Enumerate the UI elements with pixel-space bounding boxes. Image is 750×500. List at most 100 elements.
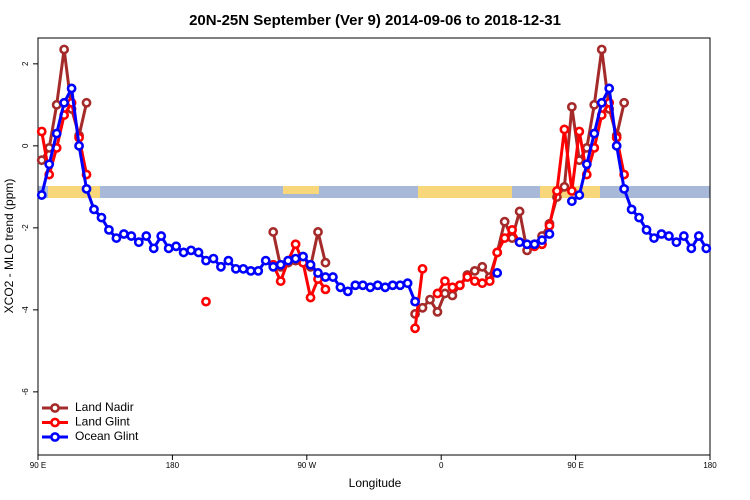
data-point (201, 255, 211, 266)
data-point (664, 231, 674, 241)
data-point (469, 265, 480, 276)
y-tick-label: -2 (21, 224, 30, 232)
data-point (305, 292, 316, 303)
data-point (507, 224, 518, 235)
x-tick-label: 180 (703, 461, 717, 470)
data-point (522, 239, 532, 250)
data-point (126, 231, 137, 241)
data-point (275, 276, 286, 287)
data-point (559, 181, 570, 192)
data-point (313, 227, 323, 237)
data-point (559, 124, 570, 135)
data-point (552, 186, 562, 196)
data-point (141, 231, 152, 241)
data-point (298, 251, 308, 262)
data-point (566, 101, 577, 112)
legend-marker (50, 432, 60, 442)
data-point (387, 280, 398, 291)
data-point (544, 229, 555, 239)
data-point (544, 220, 555, 231)
data-point (514, 206, 525, 217)
data-point (380, 282, 391, 293)
data-point (320, 257, 331, 268)
y-axis-title: XCO2 - MLO trend (ppm) (2, 179, 16, 314)
legend-label: Ocean Glint (75, 429, 139, 443)
data-point (253, 265, 264, 276)
data-point (619, 97, 630, 108)
ocean-band (38, 186, 710, 198)
data-point (36, 126, 47, 137)
data-point (313, 268, 323, 278)
land-patch (283, 186, 319, 194)
data-point (36, 155, 47, 166)
x-tick-label: 0 (439, 461, 444, 470)
data-point (440, 288, 450, 299)
data-point (163, 243, 174, 254)
data-point (492, 247, 503, 258)
data-point (432, 288, 443, 299)
data-point (350, 280, 361, 291)
data-point (596, 97, 607, 108)
data-point (626, 204, 637, 215)
data-point (186, 245, 196, 256)
data-point (342, 286, 353, 297)
data-point (245, 265, 256, 276)
data-point (477, 278, 488, 289)
data-point (499, 216, 510, 227)
data-point (133, 237, 144, 248)
data-point (492, 268, 503, 278)
data-point (208, 253, 219, 264)
y-tick-label: 2 (21, 61, 30, 66)
data-point (216, 261, 226, 272)
chart-title: 20N-25N September (Ver 9) 2014-09-06 to … (189, 12, 561, 29)
data-point (410, 323, 420, 334)
data-point (193, 247, 204, 258)
data-point (81, 97, 92, 108)
data-point (417, 263, 428, 274)
data-point (484, 276, 495, 287)
data-point (260, 255, 271, 266)
data-point (372, 280, 383, 291)
data-point (693, 231, 704, 241)
data-point (566, 196, 577, 207)
data-point (357, 280, 368, 291)
data-point (469, 276, 480, 287)
data-point (589, 99, 600, 110)
data-point (238, 263, 249, 274)
data-point (290, 253, 301, 264)
data-point (574, 190, 585, 200)
data-point (566, 186, 577, 196)
data-point (619, 183, 630, 194)
data-point (671, 237, 682, 248)
data-point (604, 83, 615, 94)
data-point (574, 126, 585, 137)
data-point (678, 231, 689, 241)
data-point (171, 241, 182, 252)
data-point (454, 280, 465, 291)
x-tick-label: 180 (166, 461, 180, 470)
data-point (81, 183, 92, 194)
data-point (596, 44, 607, 55)
data-point (223, 255, 234, 266)
data-point (66, 83, 77, 94)
data-point (641, 224, 652, 235)
series (36, 83, 712, 307)
land-ocean-band (38, 186, 710, 198)
land-patch (418, 186, 512, 198)
data-point (59, 97, 70, 108)
data-point (365, 282, 376, 293)
data-point (104, 224, 114, 235)
data-point (268, 261, 279, 272)
data-point (148, 243, 159, 254)
data-point (447, 290, 458, 301)
data-point (283, 255, 294, 266)
data-point (432, 306, 443, 317)
data-point (328, 272, 338, 282)
data-point (230, 263, 241, 274)
data-point (395, 280, 406, 291)
y-tick-label: -6 (21, 388, 30, 396)
data-point (74, 140, 84, 151)
